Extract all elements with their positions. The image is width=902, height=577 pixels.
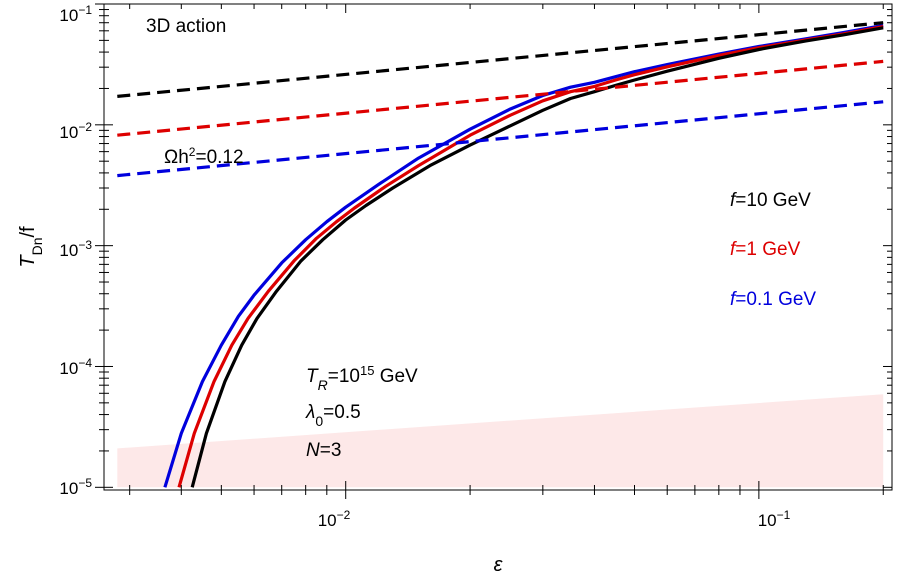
x-tick-label-1e-1: 10−1 <box>758 508 791 530</box>
param-lambda: λ0=0.5 <box>305 402 361 429</box>
y-tick-label-1e-1: 10−1 <box>59 3 92 25</box>
x-axis-label: ε <box>494 554 504 576</box>
relic-density-label: Ωh2=0.12 <box>164 145 244 168</box>
y-tick-label-1e-5: 10−5 <box>59 476 92 498</box>
excluded-region <box>117 394 884 488</box>
y-tick-label-1e-3: 10−3 <box>59 238 92 260</box>
y-tick-label-1e-4: 10−4 <box>59 356 92 378</box>
series-line-6-dashed <box>117 100 884 178</box>
series-line-2-solid <box>177 25 884 488</box>
y-axis-label: TDn/f <box>17 226 45 268</box>
legend-f10: f=10 GeV <box>730 190 811 211</box>
x-tick-label-1e-2: 10−2 <box>318 508 351 530</box>
param-n: N=3 <box>306 440 341 461</box>
y-tick-label-1e-2: 10−2 <box>59 120 92 142</box>
series-line-4-dashed <box>117 21 884 98</box>
plot-frame <box>103 3 893 491</box>
series-line-5-dashed <box>117 59 884 137</box>
series-layer <box>117 21 884 488</box>
legend-f01: f=0.1 GeV <box>730 289 816 310</box>
action-annotation: 3D action <box>146 16 226 37</box>
series-line-3-solid <box>190 26 884 488</box>
ticks-layer <box>95 3 892 499</box>
param-reheating-temperature: TR=1015 GeV <box>306 363 418 394</box>
legend-f1: f=1 GeV <box>730 239 801 260</box>
shaded-region-layer <box>117 394 884 488</box>
